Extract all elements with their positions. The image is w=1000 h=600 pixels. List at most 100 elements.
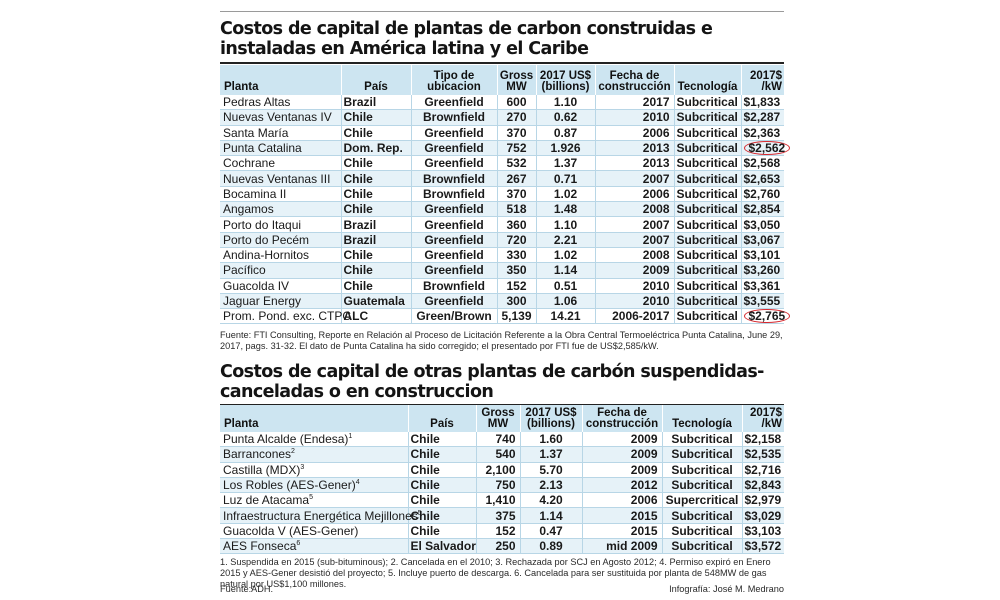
cell-tecnologia: Subcritical bbox=[673, 186, 741, 203]
table-row: Nuevas Ventanas III Chile Brownfield 267 0.7… bbox=[220, 170, 784, 187]
cell-usd-billions: 4.20 bbox=[519, 492, 582, 509]
cell-tecnologia: Supercritical bbox=[661, 492, 742, 509]
cell-usd-kw: $3,050 bbox=[740, 216, 784, 233]
cell-pais: Chile bbox=[340, 247, 411, 264]
cell-gross-mw: 267 bbox=[496, 170, 536, 187]
cell-usd-kw: $3,361 bbox=[740, 278, 784, 294]
cell-fecha: 2006 bbox=[594, 125, 674, 141]
table-row: Luz de Atacama5 Chile 1,410 4.20 2006 Supercr… bbox=[220, 492, 784, 509]
footnote-marker: 6 bbox=[296, 540, 301, 548]
cell-tipo: Greenfield bbox=[410, 232, 497, 248]
cell-fecha: 2006 bbox=[594, 186, 674, 203]
cell-pais: Guatemala bbox=[340, 293, 411, 310]
table-row: Porto do Itaqui Brazil Greenfield 360 1.10 20… bbox=[220, 216, 784, 233]
cell-usd-kw: $2,765 bbox=[740, 308, 791, 325]
table1-source: Fuente: FTI Consulting, Reporte en Relac… bbox=[220, 330, 783, 351]
cell-fecha: 2013 bbox=[594, 140, 674, 157]
cell-fecha: 2009 bbox=[581, 446, 662, 463]
table2: Planta País Gross MW 2017 US$ (billions)… bbox=[220, 405, 784, 555]
cell-pais: Chile bbox=[340, 186, 411, 203]
table1: Planta País Tipo de ubicacion Gross MW 2… bbox=[220, 65, 791, 325]
cell-planta: Nuevas Ventanas IV bbox=[220, 109, 341, 126]
plant-name: Guacolda V (AES-Gener) bbox=[223, 523, 359, 538]
cell-gross-mw: 375 bbox=[475, 507, 520, 524]
value: $3,555 bbox=[743, 294, 781, 308]
cell-gross-mw: 750 bbox=[475, 477, 520, 494]
col-fecha: Fecha de construcción bbox=[594, 65, 674, 95]
cell-usd-kw: $2,843 bbox=[741, 477, 784, 494]
cell-fecha: 2006 bbox=[581, 492, 662, 509]
cell-usd-billions: 0.89 bbox=[519, 538, 582, 555]
cell-usd-billions: 1.60 bbox=[519, 432, 582, 448]
cell-usd-billions: 5.70 bbox=[519, 462, 582, 478]
plant-name: Luz de Atacama bbox=[223, 493, 310, 508]
cell-pais: Chile bbox=[340, 155, 411, 172]
footnote-marker: 2 bbox=[291, 448, 295, 456]
cell-fecha: 2006-2017 bbox=[594, 308, 674, 325]
col-tecnologia: Tecnología bbox=[661, 405, 742, 432]
cell-tipo: Greenfield bbox=[410, 155, 497, 172]
cell-usd-kw: $3,555 bbox=[740, 293, 784, 310]
cell-tipo: Brownfield bbox=[410, 278, 497, 294]
cell-planta: Punta Catalina bbox=[220, 140, 341, 157]
cell-fecha: 2010 bbox=[594, 278, 674, 294]
table-row: Pacífico Chile Greenfield 350 1.14 2009 Subcri… bbox=[220, 262, 784, 279]
cell-pais: Chile bbox=[340, 170, 411, 187]
cell-pais: Dom. Rep. bbox=[340, 140, 411, 157]
table-row: Angamos Chile Greenfield 518 1.48 2008 Subcrit… bbox=[220, 201, 784, 218]
cell-gross-mw: 370 bbox=[496, 125, 536, 141]
cell-planta: Cochrane bbox=[220, 155, 341, 172]
value: $1,833 bbox=[743, 95, 781, 110]
cell-usd-kw: $2,760 bbox=[740, 186, 784, 203]
cell-tipo: Greenfield bbox=[410, 140, 497, 157]
cell-tipo: Greenfield bbox=[410, 293, 497, 310]
cell-usd-billions: 1.10 bbox=[535, 95, 595, 111]
table-row: Los Robles (AES-Gener)4 Chile 750 2.13 2012 S… bbox=[220, 477, 784, 494]
col-usd-billions: 2017 US$ (billions) bbox=[519, 405, 582, 432]
cell-planta: Castilla (MDX)3 bbox=[220, 462, 408, 478]
cell-usd-billions: 2.13 bbox=[519, 477, 582, 494]
col-fecha: Fecha de construcción bbox=[581, 405, 662, 432]
cell-usd-billions: 0.71 bbox=[535, 170, 595, 187]
cell-gross-mw: 330 bbox=[496, 247, 536, 264]
cell-planta: Guacolda V (AES-Gener) bbox=[220, 523, 408, 540]
cell-planta: Barrancones2 bbox=[220, 446, 408, 463]
value: $3,050 bbox=[743, 217, 781, 232]
cell-usd-billions: 1.37 bbox=[519, 446, 582, 463]
cell-gross-mw: 752 bbox=[496, 140, 536, 157]
cell-tecnologia: Subcritical bbox=[661, 538, 742, 555]
cell-usd-billions: 1.926 bbox=[535, 140, 595, 157]
value: $3,067 bbox=[743, 232, 781, 247]
cell-pais: Chile bbox=[407, 446, 476, 463]
cell-tecnologia: Subcritical bbox=[673, 216, 741, 233]
cell-fecha: 2009 bbox=[581, 432, 662, 448]
cell-planta: Jaguar Energy bbox=[220, 293, 341, 310]
cell-planta: Los Robles (AES-Gener)4 bbox=[220, 477, 408, 494]
cell-gross-mw: 740 bbox=[475, 432, 520, 448]
table2-header-row: Planta País Gross MW 2017 US$ (billions)… bbox=[220, 405, 784, 432]
table-row: Pedras Altas Brazil Greenfield 600 1.10 2017 S… bbox=[220, 95, 784, 111]
cell-gross-mw: 300 bbox=[496, 293, 536, 310]
cell-planta: AES Fonseca6 bbox=[220, 538, 408, 555]
cell-pais: Brazil bbox=[340, 95, 411, 111]
cell-fecha: 2007 bbox=[594, 232, 674, 248]
cell-tecnologia: Subcritical bbox=[661, 507, 742, 524]
cell-tecnologia: Subcritical bbox=[673, 278, 741, 294]
cell-tecnologia: Subcritical bbox=[673, 232, 741, 248]
cell-usd-billions: 1.14 bbox=[535, 262, 595, 279]
cell-usd-kw: $2,562 bbox=[740, 140, 791, 157]
cell-gross-mw: 600 bbox=[496, 95, 536, 111]
cell-pais: Chile bbox=[407, 492, 476, 509]
table-row: Nuevas Ventanas IV Chile Brownfield 270 0.62… bbox=[220, 109, 784, 126]
circled-value: $2,562 bbox=[743, 141, 791, 156]
value: $3,361 bbox=[743, 278, 781, 293]
cell-pais: Chile bbox=[407, 432, 476, 448]
col-tipo: Tipo de ubicacion bbox=[410, 65, 497, 95]
cell-tecnologia: Subcritical bbox=[661, 523, 742, 540]
cell-fecha: 2009 bbox=[581, 462, 662, 478]
cell-fecha: 2007 bbox=[594, 216, 674, 233]
value: $2,854 bbox=[743, 202, 781, 217]
table-row: Guacolda V (AES-Gener) Chile 152 0.47 2015 Su… bbox=[220, 523, 784, 540]
cell-fecha: 2008 bbox=[594, 201, 674, 218]
cell-tecnologia: Subcritical bbox=[661, 477, 742, 494]
